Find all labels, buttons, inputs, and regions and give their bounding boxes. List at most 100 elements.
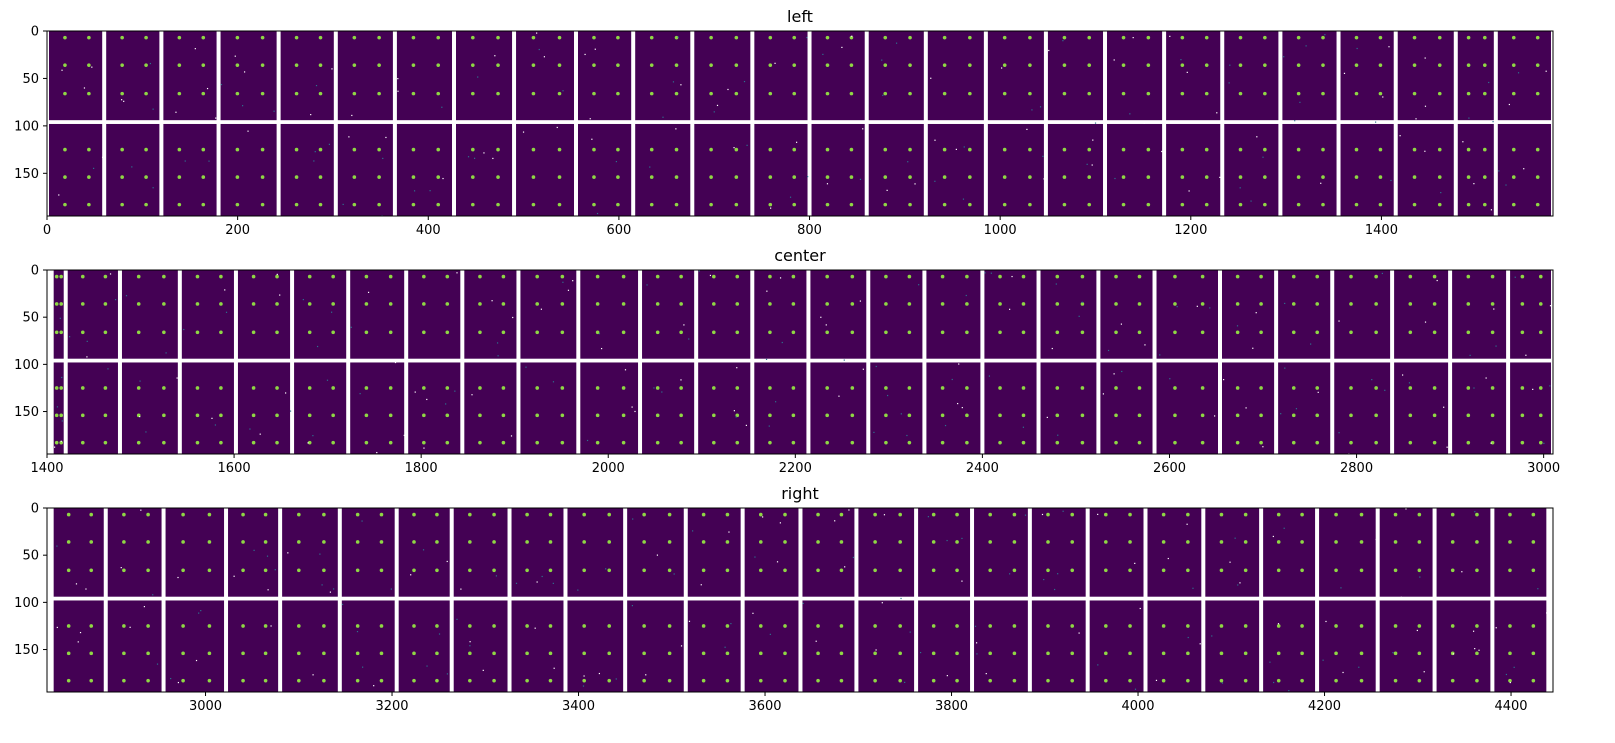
diffraction-spot <box>201 202 206 207</box>
diffraction-spot <box>1080 440 1085 445</box>
noise-speck <box>285 392 287 394</box>
noise-speck <box>946 675 948 677</box>
noise-speck <box>270 625 272 627</box>
noise-speck <box>382 157 384 160</box>
diffraction-spot <box>1180 63 1185 67</box>
diffraction-spot <box>1173 386 1177 390</box>
noise-speck <box>716 104 719 107</box>
noise-speck <box>56 545 58 547</box>
detector-module <box>1031 508 1086 597</box>
diffraction-spot <box>595 302 600 306</box>
detector-module <box>687 508 741 597</box>
detector-module <box>1089 508 1144 597</box>
diffraction-spot <box>412 512 416 517</box>
noise-speck <box>988 375 991 377</box>
diffraction-spot <box>1259 330 1263 335</box>
noise-speck <box>779 277 782 279</box>
detector-module <box>974 508 1028 597</box>
diffraction-spot <box>260 63 265 67</box>
detector-module <box>1047 123 1104 216</box>
noise-speck <box>841 46 843 49</box>
noise-speck <box>822 53 824 56</box>
noise-speck <box>515 582 518 584</box>
noise-speck <box>442 177 444 180</box>
detector-module <box>1205 600 1260 692</box>
noise-speck <box>152 594 154 596</box>
noise-speck <box>1273 681 1275 684</box>
detector-module <box>220 31 277 121</box>
diffraction-spot <box>478 274 482 279</box>
diffraction-spot <box>1276 512 1281 517</box>
diffraction-spot <box>988 512 992 517</box>
noise-speck <box>510 435 513 437</box>
diffraction-spot <box>792 147 797 152</box>
diffraction-spot <box>1087 202 1092 207</box>
noise-speck <box>356 630 359 633</box>
diffraction-spot <box>850 330 855 335</box>
diffraction-spot <box>1137 386 1142 390</box>
noise-speck <box>735 416 737 418</box>
noise-speck <box>961 537 963 540</box>
noise-speck <box>131 166 133 168</box>
diffraction-spot <box>792 202 797 207</box>
diffraction-spot <box>241 540 245 544</box>
noise-speck <box>276 273 278 275</box>
diffraction-spot <box>241 624 245 628</box>
diffraction-spot <box>1146 202 1151 207</box>
diffraction-spot <box>1146 63 1151 67</box>
diffraction-spot <box>1080 274 1085 279</box>
diffraction-spot <box>1412 63 1417 67</box>
noise-speck <box>351 114 353 117</box>
noise-speck <box>1284 367 1286 369</box>
diffraction-spot <box>667 624 672 628</box>
diffraction-spot <box>352 147 357 152</box>
diffraction-spot <box>201 35 206 40</box>
noise-speck <box>86 340 88 342</box>
noise-speck <box>243 71 246 73</box>
noise-speck <box>906 434 908 437</box>
noise-speck <box>326 379 329 381</box>
diffraction-spot <box>1538 302 1543 306</box>
diffraction-spot <box>181 678 185 683</box>
diffraction-spot <box>883 175 888 179</box>
diffraction-spot <box>445 302 450 306</box>
diffraction-spot <box>181 651 185 656</box>
diffraction-spot <box>331 440 335 445</box>
noise-speck <box>919 651 922 654</box>
detector-module <box>282 508 338 597</box>
noise-speck <box>600 347 603 350</box>
diffraction-spot <box>557 202 562 207</box>
noise-speck <box>1419 576 1421 578</box>
diffraction-spot <box>318 147 323 152</box>
diffraction-spot <box>709 202 713 207</box>
diffraction-spot <box>1300 651 1304 656</box>
diffraction-spot <box>436 91 441 96</box>
detector-module <box>181 270 234 359</box>
diffraction-spot <box>1466 202 1471 207</box>
diffraction-spot <box>501 386 506 390</box>
diffraction-spot <box>201 175 206 179</box>
noise-speck <box>426 398 428 401</box>
x-tick-label: 4400 <box>1494 699 1527 714</box>
detector-module <box>1282 31 1337 121</box>
diffraction-spot <box>1374 330 1378 335</box>
noise-speck <box>234 55 236 57</box>
detector-module <box>1394 270 1449 359</box>
diffraction-spot <box>907 302 912 306</box>
diffraction-spot <box>616 35 620 40</box>
noise-speck <box>1057 573 1059 575</box>
noise-speck <box>312 674 314 676</box>
diffraction-spot <box>1200 440 1205 445</box>
diffraction-spot <box>850 440 855 445</box>
diffraction-spot <box>607 568 612 573</box>
noise-speck <box>1062 40 1064 42</box>
diffraction-spot <box>1243 512 1248 517</box>
noise-speck <box>700 584 702 586</box>
diffraction-spot <box>122 540 126 544</box>
diffraction-spot <box>898 624 902 628</box>
noise-speck <box>107 368 109 370</box>
noise-speck <box>859 300 861 302</box>
diffraction-spot <box>364 440 369 445</box>
diffraction-spot <box>471 91 475 96</box>
